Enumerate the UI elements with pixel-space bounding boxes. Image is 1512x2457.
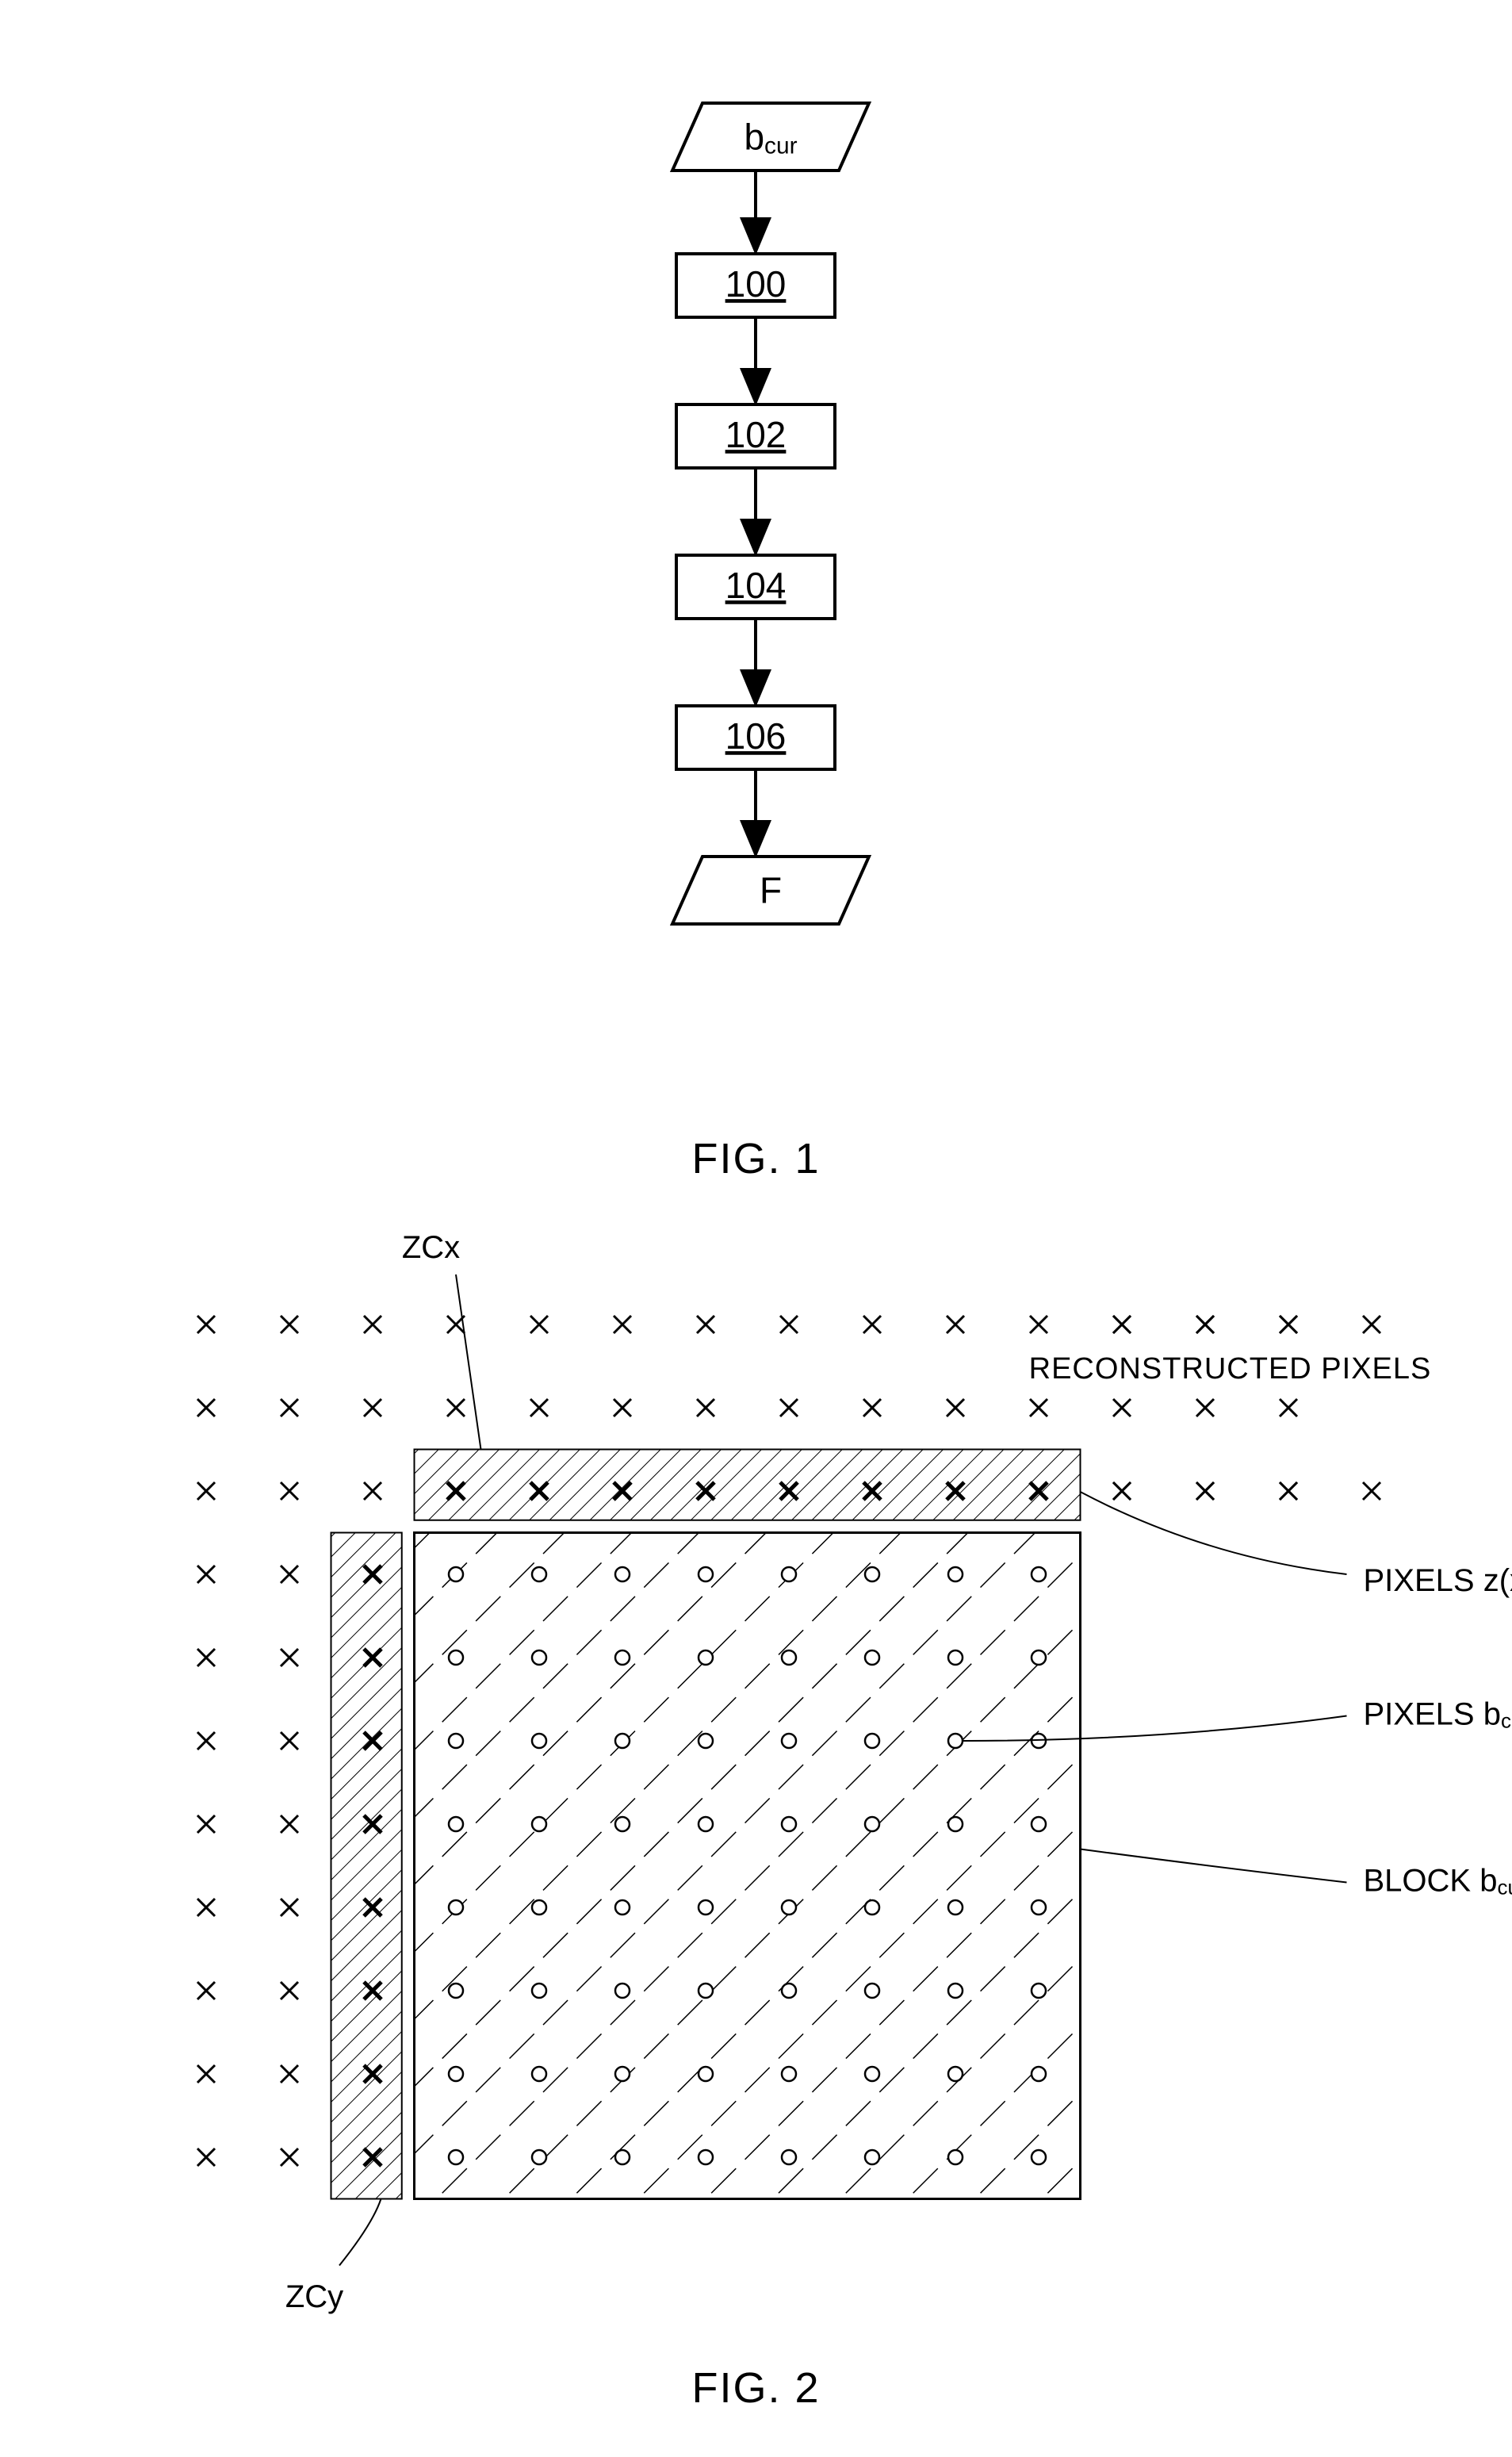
svg-text:104: 104 [725,565,787,606]
svg-text:ZCy: ZCy [285,2279,343,2314]
svg-text:RECONSTRUCTED PIXELS: RECONSTRUCTED PIXELS [1029,1352,1432,1386]
fig1-caption: FIG. 1 [0,1134,1512,1183]
fig2-caption: FIG. 2 [0,2363,1512,2413]
page: bcur100102104106F FIG. 1 ZCxZCyRECONSTRU… [0,0,1512,2457]
svg-text:ZCx: ZCx [402,1230,460,1265]
svg-text:100: 100 [725,263,787,305]
fig2-caption-text: FIG. 2 [691,2364,820,2412]
svg-text:F: F [760,870,782,911]
fig1-flowchart: bcur100102104106F [0,0,1512,1094]
fig2-diagram: ZCx ZCy RECONSTRUCTED PIXELS PIXELS z(x) PIX… [0,1221,1512,2411]
svg-text:PIXELS bcur(x,y): PIXELS bcur(x,y) [1364,1693,1512,1732]
fig1-caption-text: FIG. 1 [691,1135,820,1183]
svg-text:106: 106 [725,715,787,757]
svg-text:BLOCK bcur: BLOCK bcur [1364,1863,1512,1899]
svg-text:102: 102 [725,414,787,455]
svg-text:PIXELS z(x): PIXELS z(x) [1364,1563,1512,1598]
